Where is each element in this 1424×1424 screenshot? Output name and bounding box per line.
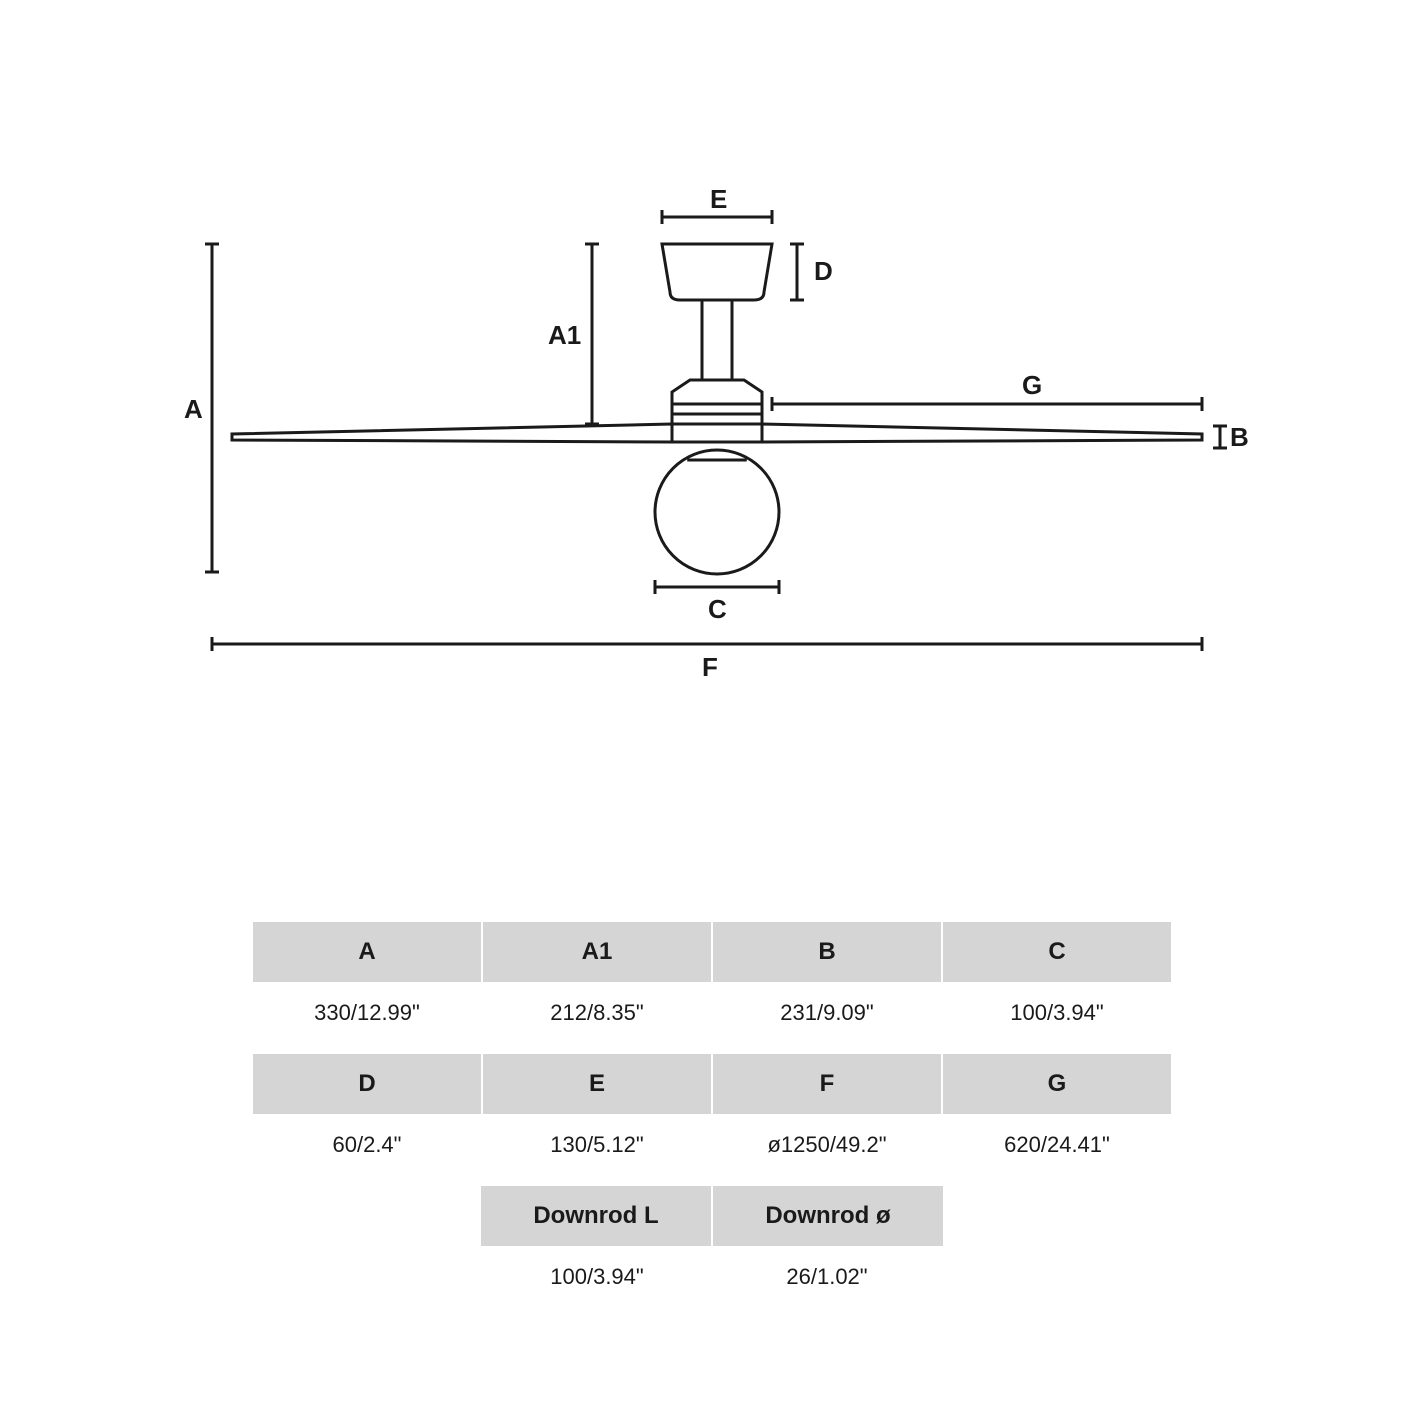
table-value: 130/5.12" xyxy=(482,1114,712,1186)
table-header: Downrod L xyxy=(481,1186,711,1246)
table-value: 231/9.09" xyxy=(712,982,942,1054)
table-row: D E F G xyxy=(252,1054,1172,1114)
table-header: Downrod ø xyxy=(713,1186,943,1246)
table-value: 620/24.41" xyxy=(942,1114,1172,1186)
table-header: E xyxy=(483,1054,711,1114)
table-value: 26/1.02" xyxy=(712,1246,942,1318)
table-header: A xyxy=(253,922,481,982)
label-C: C xyxy=(708,594,727,625)
label-A: A xyxy=(184,394,203,425)
table-header: C xyxy=(943,922,1171,982)
table-row: 100/3.94" 26/1.02" xyxy=(252,1246,1172,1318)
label-A1: A1 xyxy=(548,320,581,351)
table-value: 60/2.4" xyxy=(252,1114,482,1186)
table-value: 330/12.99" xyxy=(252,982,482,1054)
table-value: 212/8.35" xyxy=(482,982,712,1054)
label-B: B xyxy=(1230,422,1249,453)
table-header: A1 xyxy=(483,922,711,982)
table-row: A A1 B C xyxy=(252,922,1172,982)
table-row: 60/2.4" 130/5.12" ø1250/49.2" 620/24.41" xyxy=(252,1114,1172,1186)
table-value: ø1250/49.2" xyxy=(712,1114,942,1186)
table-value: 100/3.94" xyxy=(942,982,1172,1054)
table-header: B xyxy=(713,922,941,982)
label-E: E xyxy=(710,184,727,215)
label-F: F xyxy=(702,652,718,683)
table-row: Downrod L Downrod ø xyxy=(252,1186,1172,1246)
label-D: D xyxy=(814,256,833,287)
table-row: 330/12.99" 212/8.35" 231/9.09" 100/3.94" xyxy=(252,982,1172,1054)
table-header: F xyxy=(713,1054,941,1114)
table-header: D xyxy=(253,1054,481,1114)
label-G: G xyxy=(1022,370,1042,401)
dimensions-table: A A1 B C 330/12.99" 212/8.35" 231/9.09" … xyxy=(252,922,1172,1318)
table-value: 100/3.94" xyxy=(482,1246,712,1318)
table-header: G xyxy=(943,1054,1171,1114)
